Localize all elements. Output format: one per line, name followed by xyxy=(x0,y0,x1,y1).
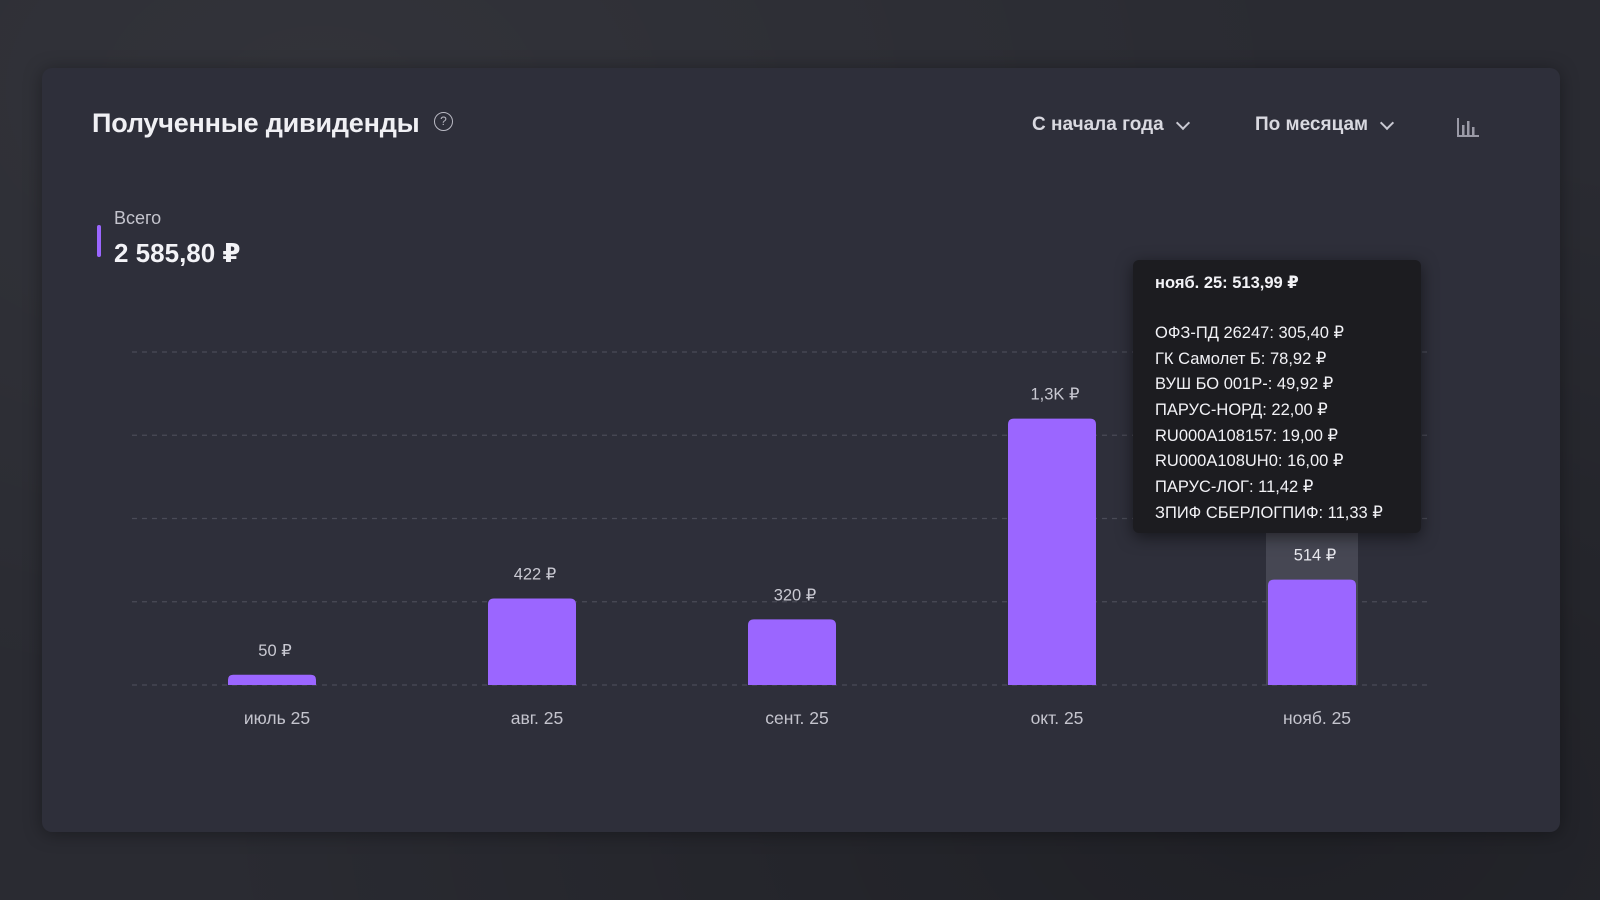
grouping-dropdown[interactable]: По месяцам xyxy=(1255,114,1395,136)
bar[interactable] xyxy=(1008,418,1096,685)
bar[interactable] xyxy=(488,598,576,685)
data-label: 50 ₽ xyxy=(258,642,292,660)
bar[interactable] xyxy=(748,619,836,685)
grouping-dropdown-label: По месяцам xyxy=(1255,114,1369,135)
tooltip-title: нояб. 25: 513,99 ₽ xyxy=(1155,274,1299,292)
x-tick-label: сент. 25 xyxy=(765,708,828,728)
total-label: Всего xyxy=(114,208,162,228)
period-dropdown-label: С начала года xyxy=(1032,114,1164,135)
data-label: 514 ₽ xyxy=(1294,547,1337,565)
x-tick-label: авг. 25 xyxy=(511,708,563,728)
chart-tooltip: нояб. 25: 513,99 ₽ ОФЗ-ПД 26247: 305,40 … xyxy=(1133,260,1421,533)
total-series-marker xyxy=(97,225,101,257)
x-tick-label: июль 25 xyxy=(244,708,310,728)
data-label: 320 ₽ xyxy=(774,586,817,604)
tooltip-item: ПАРУС-НОРД: 22,00 ₽ xyxy=(1155,401,1328,420)
help-icon[interactable]: ? xyxy=(434,112,453,131)
tooltip-list: ОФЗ-ПД 26247: 305,40 ₽ ГК Самолет Б: 78,9… xyxy=(1133,303,1421,527)
tooltip-item: ГК Самолет Б: 78,92 ₽ xyxy=(1155,349,1327,368)
x-tick-label: окт. 25 xyxy=(1031,708,1084,728)
dividends-card: Полученные дивиденды ? С начала года По … xyxy=(42,68,1560,832)
bar[interactable] xyxy=(1268,579,1356,685)
tooltip-item: RU000A108157: 19,00 ₽ xyxy=(1155,426,1338,445)
total-value: 2 585,80 ₽ xyxy=(114,238,241,268)
tooltip-item: ОФЗ-ПД 26247: 305,40 ₽ xyxy=(1155,324,1345,342)
tooltip-item: ЗПИФ СБЕРЛОГПИФ: 11,33 ₽ xyxy=(1155,503,1383,522)
period-dropdown[interactable]: С начала года xyxy=(1032,114,1190,136)
bar-chart-icon[interactable] xyxy=(1456,116,1480,138)
tooltip-item: ВУШ БО 001Р-: 49,92 ₽ xyxy=(1155,375,1334,394)
data-label: 1,3K ₽ xyxy=(1030,386,1080,404)
card-title: Полученные дивиденды xyxy=(92,108,420,138)
data-label: 422 ₽ xyxy=(514,566,557,584)
bar[interactable] xyxy=(228,674,316,685)
tooltip-item: ПАРУС-ЛОГ: 11,42 ₽ xyxy=(1155,478,1314,497)
x-tick-label: нояб. 25 xyxy=(1283,708,1351,728)
tooltip-item: RU000A108UH0: 16,00 ₽ xyxy=(1155,452,1344,471)
